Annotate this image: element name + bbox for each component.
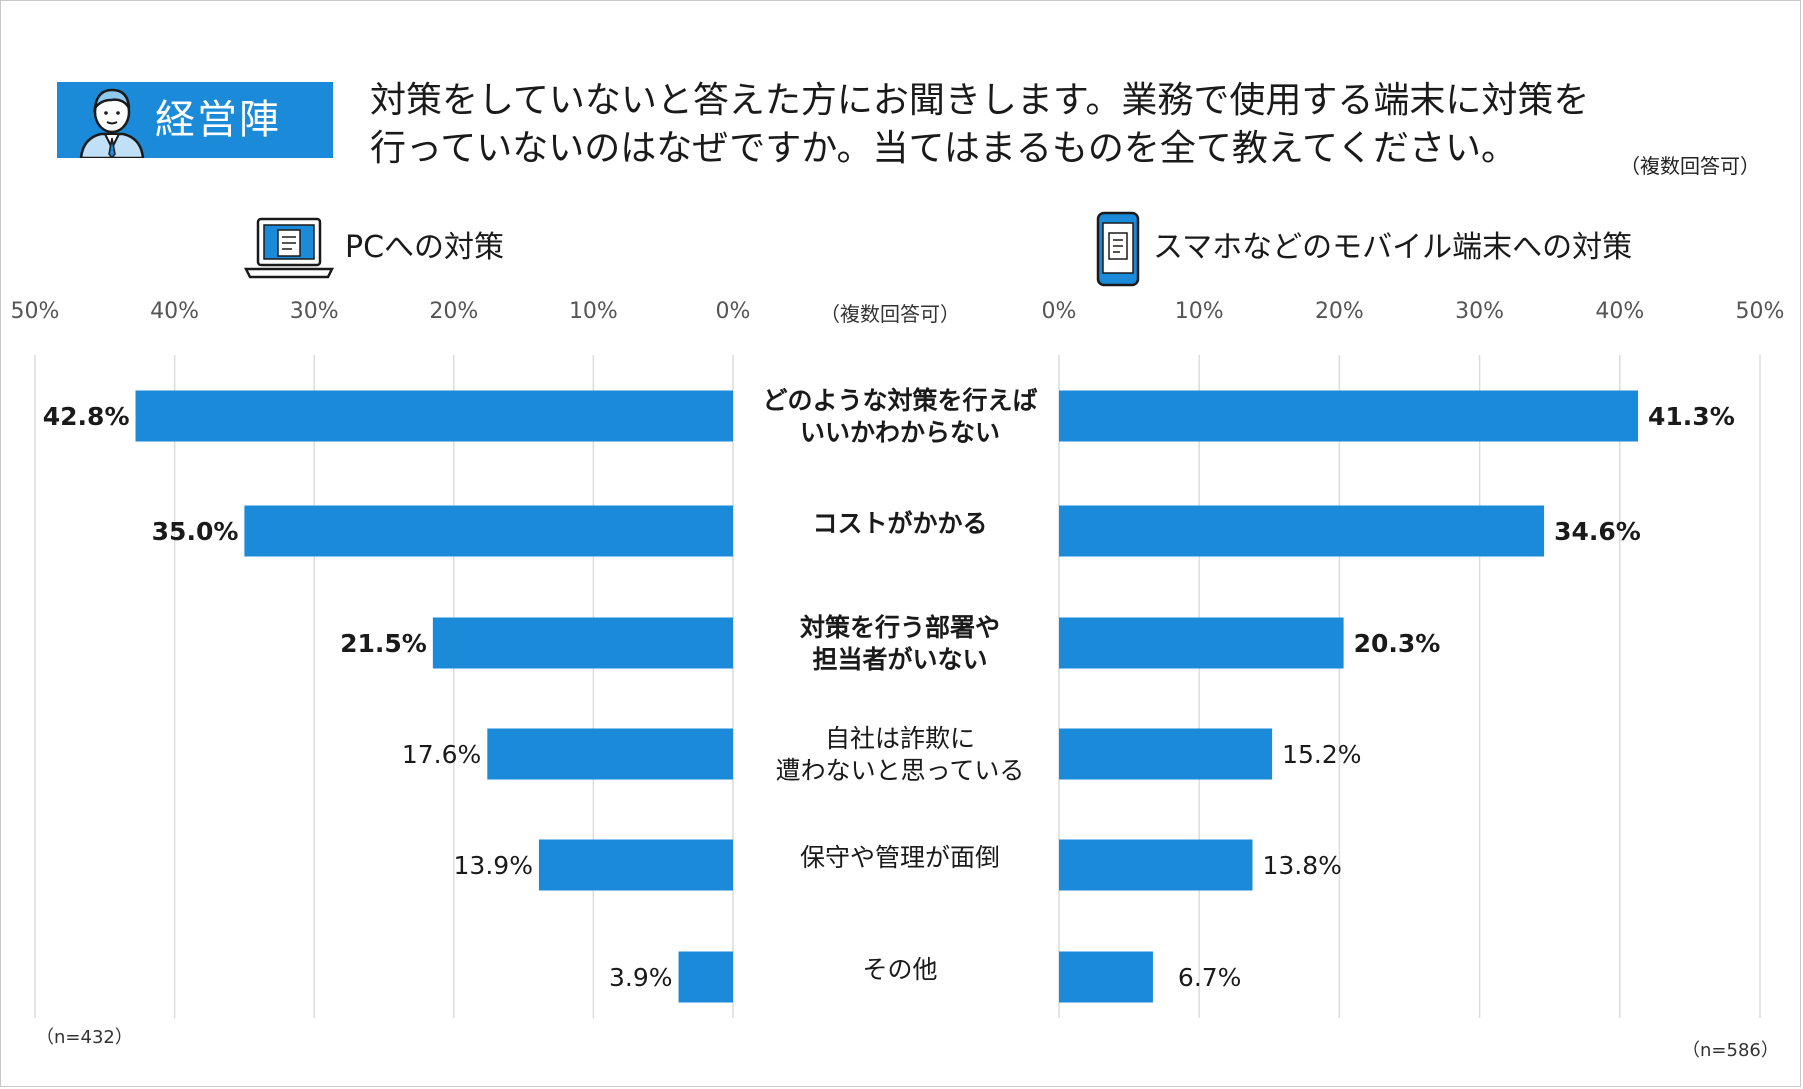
pc-bar (135, 390, 734, 442)
mobile-value-label: 15.2% (1282, 740, 1361, 769)
mobile-bar (1059, 505, 1545, 557)
mobile-value-label: 13.8% (1262, 851, 1341, 880)
mobile-value-label: 41.3% (1648, 402, 1735, 431)
left-tick-label: 20% (429, 299, 478, 324)
axis-ticks: 50% 40% 30% 20% 10% 0% 0% 10% 20% 30% 40% 50% (11, 299, 1785, 324)
pc-value-label: 21.5% (340, 629, 427, 658)
badge-label: 経営陣 (155, 97, 281, 143)
value-labels: 42.8% 41.3% 35.0% 34.6% 21.5% 20.3% 17.6% 15.2%… (43, 402, 1735, 992)
right-tick-label: 10% (1175, 299, 1224, 324)
category-label: 自社は詐欺に (825, 724, 975, 753)
right-tick-label: 50% (1736, 299, 1785, 324)
mobile-bar (1059, 839, 1253, 891)
left-tick-label: 0% (716, 299, 751, 324)
pc-bar (432, 617, 733, 669)
mobile-section-title: スマホなどのモバイル端末への対策 (1153, 230, 1633, 265)
category-labels: どのような対策を行えばいいかわからないコストがかかる対策を行う部署や担当者がいな… (762, 386, 1037, 984)
right-tick-label: 40% (1595, 299, 1644, 324)
question-text: 対策をしていないと答えた方にお聞きします。業務で使用する端末に対策を 行っていな… (370, 77, 1670, 173)
left-tick-label: 50% (11, 299, 60, 324)
pc-bar (487, 728, 733, 780)
pc-bar (678, 951, 733, 1003)
pc-value-label: 13.9% (454, 851, 533, 880)
category-label: 保守や管理が面倒 (800, 843, 1000, 872)
mobile-bar (1059, 390, 1639, 442)
gridlines (34, 355, 1761, 1018)
mobile-value-label: 6.7% (1178, 963, 1242, 992)
category-label: どのような対策を行えば (762, 386, 1037, 415)
pc-sample-size: （n=432） (36, 1027, 133, 1048)
question-line-1: 対策をしていないと答えた方にお聞きします。業務で使用する端末に対策を (370, 80, 1590, 121)
category-label: その他 (862, 955, 937, 984)
pc-bar (244, 505, 733, 557)
pc-value-label: 3.9% (609, 963, 673, 992)
left-tick-label: 30% (290, 299, 339, 324)
pc-value-label: 42.8% (43, 402, 130, 431)
category-label: 担当者がいない (812, 645, 987, 674)
right-tick-label: 0% (1042, 299, 1077, 324)
center-axis-note: （複数回答可） (820, 302, 960, 326)
category-label: 遭わないと思っている (776, 756, 1025, 785)
category-label: いいかわからない (800, 418, 1000, 447)
right-tick-label: 20% (1315, 299, 1364, 324)
question-line-2: 行っていないのはなぜですか。当てはまるものを全て教えてください。 (370, 128, 1517, 169)
question-note: （複数回答可） (1620, 154, 1760, 178)
mobile-value-label: 20.3% (1354, 629, 1441, 658)
bars (135, 390, 1639, 1003)
pc-value-label: 17.6% (402, 740, 481, 769)
category-label: コストがかかる (812, 509, 987, 538)
left-tick-label: 10% (569, 299, 618, 324)
left-tick-label: 40% (150, 299, 199, 324)
executive-badge: 経営陣 (57, 82, 333, 158)
mobile-value-label: 34.6% (1554, 517, 1641, 546)
mobile-bar (1059, 617, 1344, 669)
laptop-icon (244, 217, 334, 279)
mobile-bar (1059, 951, 1153, 1003)
pc-value-label: 35.0% (152, 517, 239, 546)
category-label: 対策を行う部署や (800, 613, 1000, 642)
pc-bar (538, 839, 733, 891)
mobile-bar (1059, 728, 1273, 780)
right-tick-label: 30% (1455, 299, 1504, 324)
businessman-icon (79, 88, 145, 158)
smartphone-icon (1096, 211, 1140, 287)
pc-section-title: PCへの対策 (345, 230, 505, 265)
mobile-sample-size: （n=586） (1682, 1040, 1779, 1061)
